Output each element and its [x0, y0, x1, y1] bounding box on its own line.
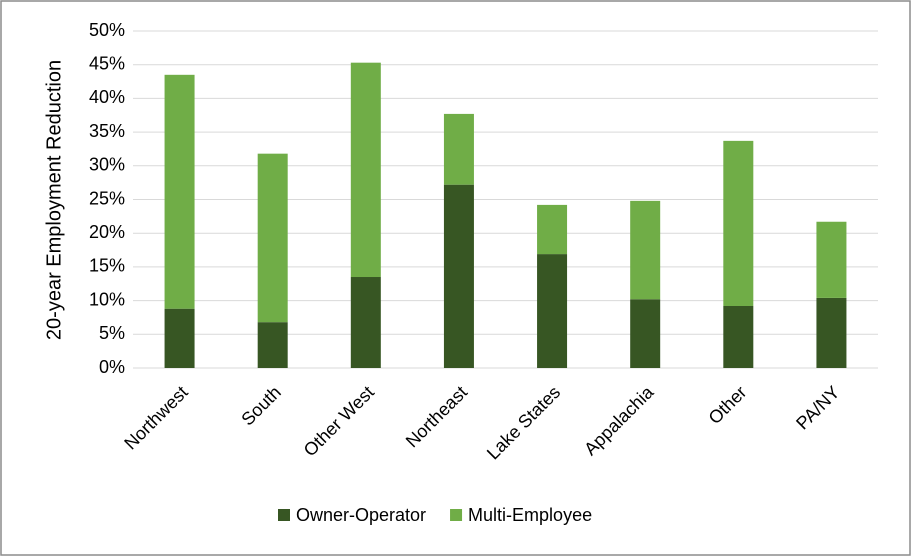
y-tick-label: 5% — [99, 323, 125, 343]
bar-segment — [816, 297, 847, 368]
bar-segment — [537, 254, 568, 368]
bar-segment — [164, 308, 195, 368]
y-tick-label: 20% — [89, 222, 125, 242]
bar-segment — [630, 299, 661, 368]
bar-segment — [723, 140, 754, 306]
legend-label: Multi-Employee — [468, 505, 592, 525]
bar-segment — [350, 62, 381, 278]
bar-segment — [164, 74, 195, 309]
bar-segment — [537, 204, 568, 255]
y-tick-label: 30% — [89, 155, 125, 175]
bar-segment — [257, 322, 288, 368]
y-tick-label: 0% — [99, 357, 125, 377]
y-axis-title: 20-year Employment Reduction — [43, 60, 65, 340]
y-tick-label: 45% — [89, 53, 125, 73]
y-tick-label: 40% — [89, 87, 125, 107]
bar-segment — [816, 221, 847, 298]
y-tick-label: 50% — [89, 20, 125, 40]
bar-segment — [350, 277, 381, 368]
bar-segment — [443, 184, 474, 368]
legend-swatch — [278, 509, 290, 521]
bar-segment — [443, 113, 474, 185]
y-tick-label: 35% — [89, 121, 125, 141]
bar-segment — [723, 305, 754, 368]
y-tick-label: 15% — [89, 256, 125, 276]
bar-segment — [257, 153, 288, 323]
legend-label: Owner-Operator — [296, 505, 426, 525]
legend-swatch — [450, 509, 463, 521]
y-tick-label: 25% — [89, 188, 125, 208]
y-tick-label: 10% — [89, 289, 125, 309]
bar-segment — [630, 200, 661, 300]
